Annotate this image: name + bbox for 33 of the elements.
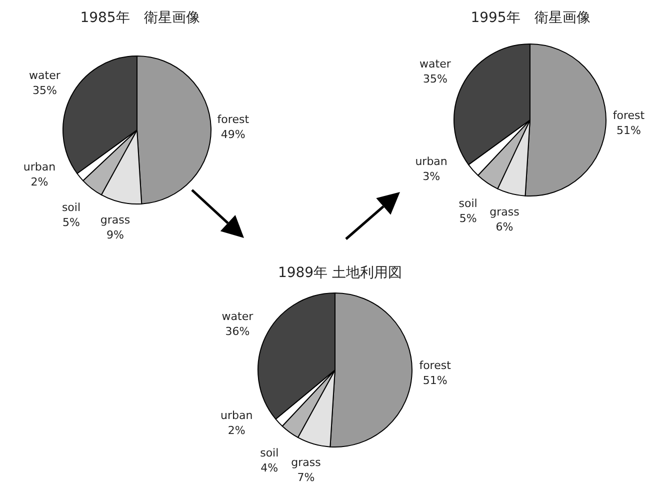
- data-label: 6%: [496, 220, 514, 234]
- slice-label: grass: [490, 205, 520, 218]
- slice-label: soil: [62, 200, 81, 214]
- chart-title: 1989年 土地利用図: [278, 265, 402, 281]
- slice-label: urban: [220, 408, 253, 422]
- slice-label: soil: [458, 197, 478, 210]
- slice-label: water: [222, 310, 254, 324]
- data-label: 51%: [616, 124, 641, 138]
- data-label: 5%: [62, 216, 80, 229]
- data-label: 9%: [106, 228, 124, 242]
- slice-label: grass: [291, 456, 322, 469]
- data-label: 4%: [260, 461, 278, 474]
- slice-label: urban: [415, 155, 448, 168]
- data-label: 35%: [32, 84, 57, 97]
- slice-label: water: [29, 68, 61, 82]
- slice-label: forest: [217, 112, 250, 126]
- data-label: 35%: [422, 72, 448, 86]
- data-label: 3%: [422, 170, 440, 183]
- slice-label: grass: [100, 213, 130, 226]
- data-label: 7%: [297, 470, 315, 484]
- data-label: 36%: [225, 325, 250, 338]
- data-label: 5%: [459, 212, 477, 226]
- data-label: 2%: [228, 424, 246, 437]
- data-label: 2%: [30, 176, 48, 189]
- slice-label: forest: [612, 109, 646, 122]
- slice-label: water: [420, 58, 452, 71]
- slice-label: forest: [419, 359, 452, 372]
- slice-label: urban: [23, 160, 56, 174]
- slice-label: soil: [260, 446, 279, 460]
- chart-title: 1995年 衛星画像: [470, 10, 590, 26]
- data-label: 49%: [220, 128, 246, 141]
- chart-title: 1985年 衛星画像: [80, 10, 200, 26]
- data-label: 51%: [422, 374, 448, 388]
